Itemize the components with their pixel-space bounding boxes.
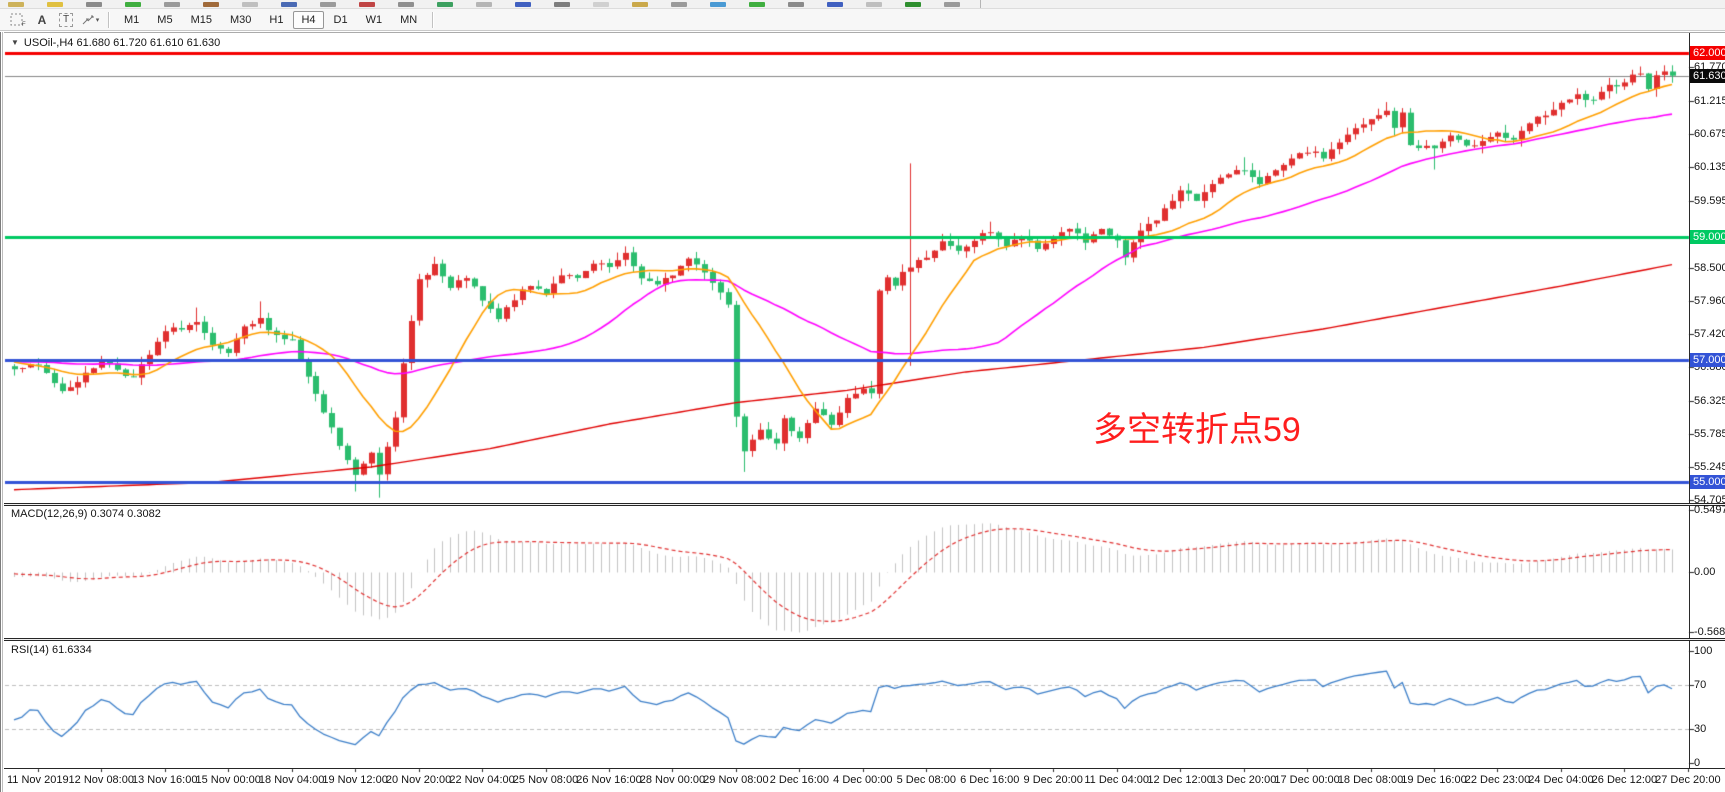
time-axis-label: 22 Nov 04:00 bbox=[449, 774, 515, 786]
rsi-axis-tick: 30 bbox=[1694, 723, 1707, 736]
time-axis-label: 26 Nov 16:00 bbox=[576, 774, 642, 786]
time-axis-label: 18 Nov 04:00 bbox=[258, 774, 325, 786]
rsi-axis-tick: 100 bbox=[1694, 645, 1713, 657]
time-axis-label: 4 Dec 00:00 bbox=[833, 774, 893, 786]
rsi-indicator-label: RSI(14) 61.6334 bbox=[11, 644, 92, 656]
time-axis-label: 25 Nov 08:00 bbox=[512, 774, 579, 786]
time-axis-label: 6 Dec 16:00 bbox=[960, 774, 1020, 786]
price-axis-tick: 59.595 bbox=[1694, 194, 1725, 207]
time-axis-label: 22 Dec 23:00 bbox=[1464, 774, 1531, 786]
hline-price-badge: 57.000 bbox=[1690, 352, 1725, 367]
price-axis-tick: 56.325 bbox=[1694, 395, 1725, 408]
chart-title-text: USOil-,H4 61.680 61.720 61.610 61.630 bbox=[23, 37, 221, 49]
time-axis-label: 11 Dec 04:00 bbox=[1084, 774, 1149, 786]
time-axis-label: 27 Dec 20:00 bbox=[1655, 774, 1721, 786]
time-axis-label: 17 Dec 00:00 bbox=[1274, 774, 1340, 786]
macd-axis-tick: 0.5497 bbox=[1694, 504, 1725, 516]
time-axis-label: 13 Nov 16:00 bbox=[132, 774, 198, 786]
time-axis-label: 13 Dec 20:00 bbox=[1210, 774, 1277, 786]
time-axis-label: 28 Nov 00:00 bbox=[639, 774, 706, 786]
price-axis-tick: 61.215 bbox=[1694, 95, 1725, 108]
price-axis-tick: 55.785 bbox=[1694, 428, 1725, 441]
time-axis-label: 19 Dec 16:00 bbox=[1401, 774, 1467, 786]
panel-splitter-macd-rsi[interactable] bbox=[0, 638, 1725, 641]
hline-price-badge: 55.000 bbox=[1690, 475, 1725, 490]
time-axis-label: 12 Nov 08:00 bbox=[68, 774, 134, 786]
time-axis-label: 15 Nov 00:00 bbox=[195, 774, 261, 786]
panel-splitter-main-macd[interactable] bbox=[0, 503, 1725, 506]
window-left-border bbox=[0, 32, 4, 792]
time-axis-label: 9 Dec 20:00 bbox=[1023, 774, 1083, 786]
time-axis-label: 11 Nov 2019 bbox=[7, 774, 69, 786]
time-axis-label: 24 Dec 04:00 bbox=[1528, 774, 1594, 786]
price-axis-tick: 60.135 bbox=[1694, 161, 1725, 174]
time-axis-label: 12 Dec 12:00 bbox=[1147, 774, 1213, 786]
hline-price-badge: 62.000 bbox=[1690, 46, 1725, 60]
time-axis-label: 5 Dec 08:00 bbox=[896, 774, 956, 786]
price-axis-tick: 55.245 bbox=[1694, 461, 1725, 474]
price-axis-tick: 54.705 bbox=[1694, 494, 1725, 507]
time-axis-label: 19 Nov 12:00 bbox=[322, 774, 388, 786]
time-axis-border bbox=[0, 768, 1725, 769]
time-axis-label: 29 Nov 08:00 bbox=[703, 774, 769, 786]
price-axis-tick: 57.420 bbox=[1694, 327, 1725, 340]
macd-axis-tick: -0.5685 bbox=[1694, 626, 1725, 638]
hline-price-badge: 59.000 bbox=[1690, 229, 1725, 244]
time-axis-label: 18 Dec 08:00 bbox=[1337, 774, 1404, 786]
price-axis-tick: 60.675 bbox=[1694, 128, 1725, 141]
price-axis-border bbox=[1689, 33, 1690, 768]
current-price-badge: 61.630 bbox=[1690, 68, 1725, 83]
macd-axis-tick: 0.00 bbox=[1694, 566, 1716, 578]
rsi-axis-tick: 0 bbox=[1694, 757, 1701, 769]
chart-annotation-text[interactable]: 多空转折点59 bbox=[1093, 411, 1301, 449]
chart-title: ▼ USOil-,H4 61.680 61.720 61.610 61.630 bbox=[11, 37, 220, 49]
price-axis-tick: 57.960 bbox=[1694, 294, 1725, 307]
rsi-axis-tick: 70 bbox=[1694, 678, 1707, 691]
time-axis-label: 26 Dec 12:00 bbox=[1591, 774, 1658, 786]
chart-dropdown-caret[interactable]: ▼ bbox=[11, 38, 19, 47]
time-axis-label: 20 Nov 20:00 bbox=[385, 774, 452, 786]
price-axis-tick: 58.500 bbox=[1694, 261, 1725, 274]
time-axis-label: 2 Dec 16:00 bbox=[769, 774, 830, 786]
macd-indicator-label: MACD(12,26,9) 0.3074 0.3082 bbox=[11, 508, 161, 520]
